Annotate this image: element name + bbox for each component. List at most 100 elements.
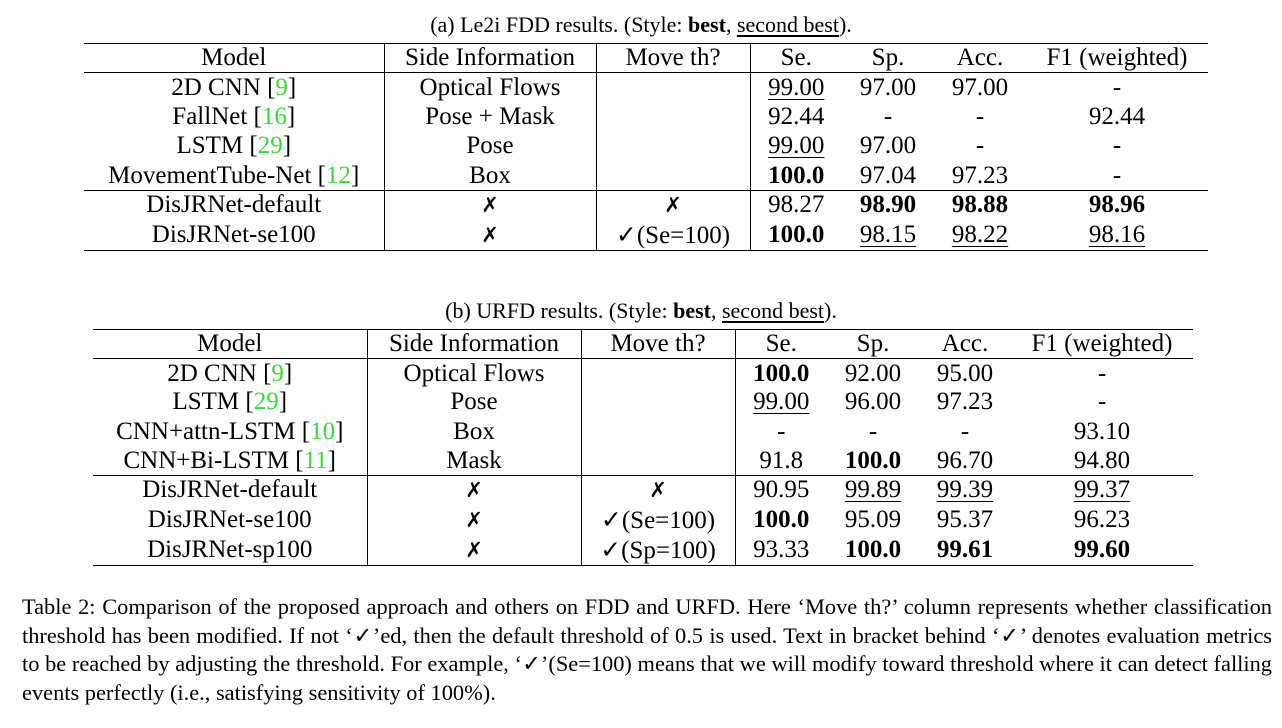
f1-cell: 93.10 xyxy=(1073,417,1131,445)
table-a-caption-suffix: ). xyxy=(838,12,852,37)
acc-cell: - xyxy=(960,417,970,445)
cross-icon: ✗ xyxy=(649,478,667,503)
col-header-sp: Sp. xyxy=(842,43,934,74)
citation-link[interactable]: 9 xyxy=(275,73,288,101)
f1-cell: 98.96 xyxy=(1026,189,1208,220)
table-2-caption: Table 2: Comparison of the proposed appr… xyxy=(22,594,1272,705)
side-info-cell: Box xyxy=(367,417,582,447)
f1-cell: - xyxy=(1097,359,1107,387)
acc-cell: 99.39 xyxy=(919,474,1011,505)
acc-cell: 98.88 xyxy=(934,189,1026,220)
sp-value: 99.89 xyxy=(844,476,902,504)
table-b-caption-second: second best xyxy=(721,298,825,323)
col-header-model: Model xyxy=(93,329,368,360)
citation-link[interactable]: 29 xyxy=(257,132,283,160)
move-th-cell: ✓(Sp=100) xyxy=(581,534,736,566)
sp-cell: - xyxy=(883,102,893,130)
move-th-cell: ✓(Se=100) xyxy=(596,219,751,251)
col-header-move-th: Move th? xyxy=(596,43,751,74)
sp-cell: 96.00 xyxy=(844,388,902,416)
sp-value: 100.0 xyxy=(844,446,902,474)
sp-cell: 97.00 xyxy=(859,73,917,101)
model-cell: CNN+Bi-LSTM [11] xyxy=(93,446,368,476)
move-th-cell xyxy=(596,102,751,132)
table-row: LSTM [29] Pose 99.00 97.00 - - xyxy=(84,131,1208,162)
sp-cell: 97.00 xyxy=(859,132,917,160)
side-info-cell: ✗ xyxy=(384,189,597,220)
se-cell: 93.33 xyxy=(753,535,810,563)
col-header-acc: Acc. xyxy=(934,43,1026,74)
acc-cell: 95.37 xyxy=(936,505,994,533)
cross-icon: ✗ xyxy=(481,193,499,218)
table-b-caption-prefix: (b) URFD results. (Style: xyxy=(445,298,674,323)
side-info-cell: Box xyxy=(384,161,597,191)
citation-link[interactable]: 11 xyxy=(303,446,328,474)
move-th-cell xyxy=(596,72,751,103)
table-row: MovementTube-Net [12] Box 100.0 97.04 97… xyxy=(84,161,1208,191)
citation-link[interactable]: 9 xyxy=(271,359,284,387)
cross-icon: ✗ xyxy=(465,537,483,562)
model-name-close: ] xyxy=(335,417,344,445)
citation-link[interactable]: 10 xyxy=(310,417,336,445)
sp-value: 100.0 xyxy=(844,535,902,563)
side-info-cell: Pose xyxy=(384,131,597,162)
table-row: DisJRNet-default ✗ ✗ 90.95 99.89 99.39 9… xyxy=(93,474,1193,505)
sp-value: 98.15 xyxy=(859,220,917,248)
citation-link[interactable]: 29 xyxy=(253,388,279,416)
sp-cell: 98.90 xyxy=(842,189,934,220)
se-value: 100.0 xyxy=(753,505,810,533)
model-cell: MovementTube-Net [12] xyxy=(84,161,385,191)
model-cell: 2D CNN [9] xyxy=(84,72,385,103)
se-cell: 99.00 xyxy=(735,388,827,417)
side-info-cell: Pose + Mask xyxy=(384,102,597,132)
table-a-caption: (a) Le2i FDD results. (Style: best, seco… xyxy=(0,12,1282,38)
se-cell: 91.8 xyxy=(759,446,804,474)
se-cell: 92.44 xyxy=(768,102,825,130)
f1-value: 98.96 xyxy=(1088,191,1146,219)
f1-cell: 94.80 xyxy=(1073,446,1131,474)
table-row: DisJRNet-se100 ✗ ✓(Se=100) 100.0 95.09 9… xyxy=(93,504,1193,535)
sp-cell: 99.89 xyxy=(827,474,919,505)
side-info-cell: Pose xyxy=(367,387,582,418)
col-header-se: Se. xyxy=(750,43,842,74)
model-name: MovementTube-Net [ xyxy=(108,161,326,189)
se-value: 99.00 xyxy=(768,132,825,160)
f1-cell: 98.16 xyxy=(1026,220,1208,251)
se-value: 100.0 xyxy=(753,359,810,387)
side-info-cell: ✗ xyxy=(367,474,582,505)
f1-cell: - xyxy=(1112,73,1122,101)
side-info-cell: Mask xyxy=(367,446,582,476)
model-cell: 2D CNN [9] xyxy=(93,358,368,388)
model-name: LSTM [ xyxy=(176,132,258,160)
side-info-cell: Optical Flows xyxy=(384,72,597,103)
sp-cell: 92.00 xyxy=(844,359,902,387)
f1-value: 99.60 xyxy=(1073,535,1131,563)
acc-cell: 98.22 xyxy=(934,220,1026,251)
move-th-cell: ✗ xyxy=(596,189,751,220)
citation-link[interactable]: 16 xyxy=(261,102,287,130)
se-cell: - xyxy=(777,417,786,445)
col-header-f1: F1 (weighted) xyxy=(1026,43,1208,74)
se-cell: 90.95 xyxy=(735,474,827,505)
col-header-se: Se. xyxy=(735,329,827,360)
acc-cell: 95.00 xyxy=(936,359,994,387)
col-header-model: Model xyxy=(84,43,385,74)
model-cell: DisJRNet-se100 xyxy=(93,504,368,535)
se-value: 100.0 xyxy=(768,161,825,189)
table-a-le2i-fdd: Model Side Information Move th? Se. Sp. … xyxy=(84,43,1208,251)
f1-cell: - xyxy=(1112,161,1122,189)
citation-link[interactable]: 12 xyxy=(325,161,351,189)
table-row: 2D CNN [9] Optical Flows 100.0 92.00 95.… xyxy=(93,358,1193,388)
se-cell: 100.0 xyxy=(750,220,842,251)
f1-cell: - xyxy=(1097,388,1107,416)
table-b-caption-sep: , xyxy=(710,298,722,323)
model-name: CNN+Bi-LSTM [ xyxy=(123,446,304,474)
se-value: 99.00 xyxy=(753,388,810,416)
col-header-sp: Sp. xyxy=(827,329,919,360)
model-name-close: ] xyxy=(282,132,292,160)
f1-cell: 92.44 xyxy=(1088,102,1146,130)
f1-value: 98.16 xyxy=(1088,220,1146,248)
side-info-cell: ✗ xyxy=(384,219,597,251)
model-name-close: ] xyxy=(327,446,336,474)
sp-cell: 100.0 xyxy=(827,535,919,566)
